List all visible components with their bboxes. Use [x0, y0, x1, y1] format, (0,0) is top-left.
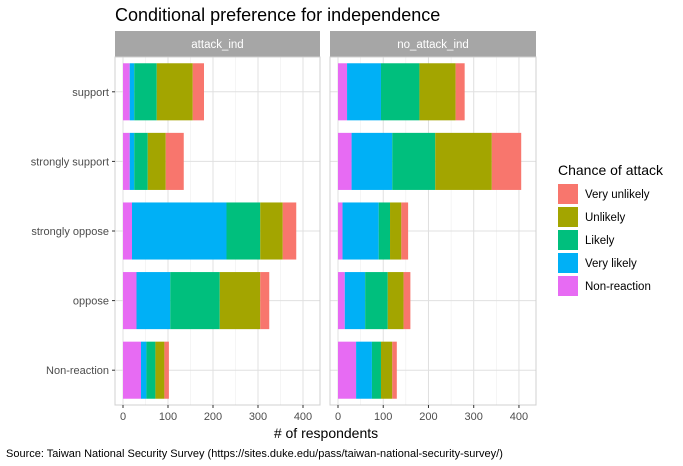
facet-strip-label: attack_ind: [191, 39, 243, 51]
legend-label: Non-reaction: [585, 281, 651, 293]
bar-segment: [338, 272, 345, 330]
bar-segment: [123, 132, 130, 190]
bar-segment: [380, 341, 393, 399]
bar-segment: [170, 272, 220, 330]
bar-segment: [165, 132, 184, 190]
x-tick-label: 100: [159, 411, 177, 423]
y-tick-label: support: [72, 87, 109, 99]
bar-segment: [338, 63, 348, 121]
bar-segment: [226, 202, 261, 260]
bar-segment: [134, 63, 157, 121]
facet-strip: [115, 31, 320, 57]
x-tick-label: 100: [374, 411, 392, 423]
bar-segment: [347, 63, 381, 121]
legend-title: Chance of attack: [558, 162, 664, 178]
x-tick-label: 300: [249, 411, 267, 423]
bar-segment: [342, 202, 379, 260]
bar-segment: [356, 341, 372, 399]
bar-segment: [136, 272, 171, 330]
bar-segment: [435, 132, 492, 190]
x-tick-label: 400: [510, 411, 528, 423]
y-tick-label: strongly oppose: [31, 226, 109, 238]
bar-segment: [378, 202, 391, 260]
bar-segment: [123, 202, 132, 260]
chart-title: Conditional preference for independence: [115, 5, 440, 25]
source-caption: Source: Taiwan National Security Survey …: [6, 448, 503, 460]
legend-label: Likely: [585, 235, 615, 247]
legend-swatch: [558, 253, 578, 273]
legend-swatch: [558, 276, 578, 296]
legend-swatch: [558, 230, 578, 250]
legend-label: Unlikely: [585, 212, 626, 224]
y-tick-label: oppose: [73, 296, 109, 308]
bar-segment: [129, 132, 135, 190]
y-tick-label: Non-reaction: [46, 365, 109, 377]
bar-segment: [371, 341, 381, 399]
bar-segment: [344, 272, 366, 330]
bar-segment: [156, 63, 193, 121]
bar-segment: [338, 341, 357, 399]
x-tick-label: 400: [294, 411, 312, 423]
bar-segment: [403, 272, 411, 330]
legend-swatch: [558, 184, 578, 204]
bar-segment: [260, 272, 270, 330]
bar-segment: [380, 63, 420, 121]
y-axis-tick-labels: support strongly support strongly oppose op…: [31, 87, 115, 377]
x-tick-label: 300: [465, 411, 483, 423]
bar-segment: [132, 202, 227, 260]
legend-label: Very likely: [585, 258, 637, 270]
x-tick-label: 0: [120, 411, 126, 423]
bar-segment: [123, 272, 137, 330]
x-tick-label: 200: [204, 411, 222, 423]
bar-segment: [365, 272, 388, 330]
bar-segment: [219, 272, 261, 330]
facet-strip-label: no_attack_ind: [397, 39, 469, 51]
bar-segment: [192, 63, 204, 121]
bar-segment: [147, 132, 166, 190]
bar-segment: [338, 202, 343, 260]
facet-panel-attack_ind: attack_ind 0 100 200 300 400: [114, 31, 321, 423]
x-tick-label: 200: [419, 411, 437, 423]
bar-segment: [123, 341, 141, 399]
bar-segment: [455, 63, 465, 121]
legend: Chance of attack Very unlikely Unlikely Li…: [558, 162, 664, 296]
bar-segment: [141, 341, 147, 399]
bar-segment: [282, 202, 297, 260]
x-tick-label: 0: [335, 411, 341, 423]
bar-segment: [155, 341, 165, 399]
bar-segment: [351, 132, 393, 190]
bar-segment: [260, 202, 283, 260]
legend-swatch: [558, 207, 578, 227]
bar-segment: [392, 341, 397, 399]
bar-segment: [123, 63, 130, 121]
bar-segment: [129, 63, 135, 121]
y-tick-label: strongly support: [31, 156, 109, 168]
bar-segment: [392, 132, 436, 190]
bar-segment: [146, 341, 156, 399]
bar-segment: [387, 272, 404, 330]
bar-segment: [401, 202, 409, 260]
facet-strip: [330, 31, 536, 57]
bar-segment: [419, 63, 456, 121]
facet-panels: attack_ind 0 100 200 300 400 no_attack_ind 0 100…: [114, 31, 537, 423]
facet-panel-no_attack_ind: no_attack_ind 0 100 200 300 400: [329, 31, 537, 423]
x-axis-title: # of respondents: [274, 425, 378, 441]
bar-segment: [390, 202, 402, 260]
bar-segment: [134, 132, 148, 190]
bar-segment: [491, 132, 522, 190]
panel-border: [329, 56, 537, 406]
bar-segment: [164, 341, 169, 399]
bar-segment: [338, 132, 352, 190]
legend-label: Very unlikely: [585, 189, 650, 201]
